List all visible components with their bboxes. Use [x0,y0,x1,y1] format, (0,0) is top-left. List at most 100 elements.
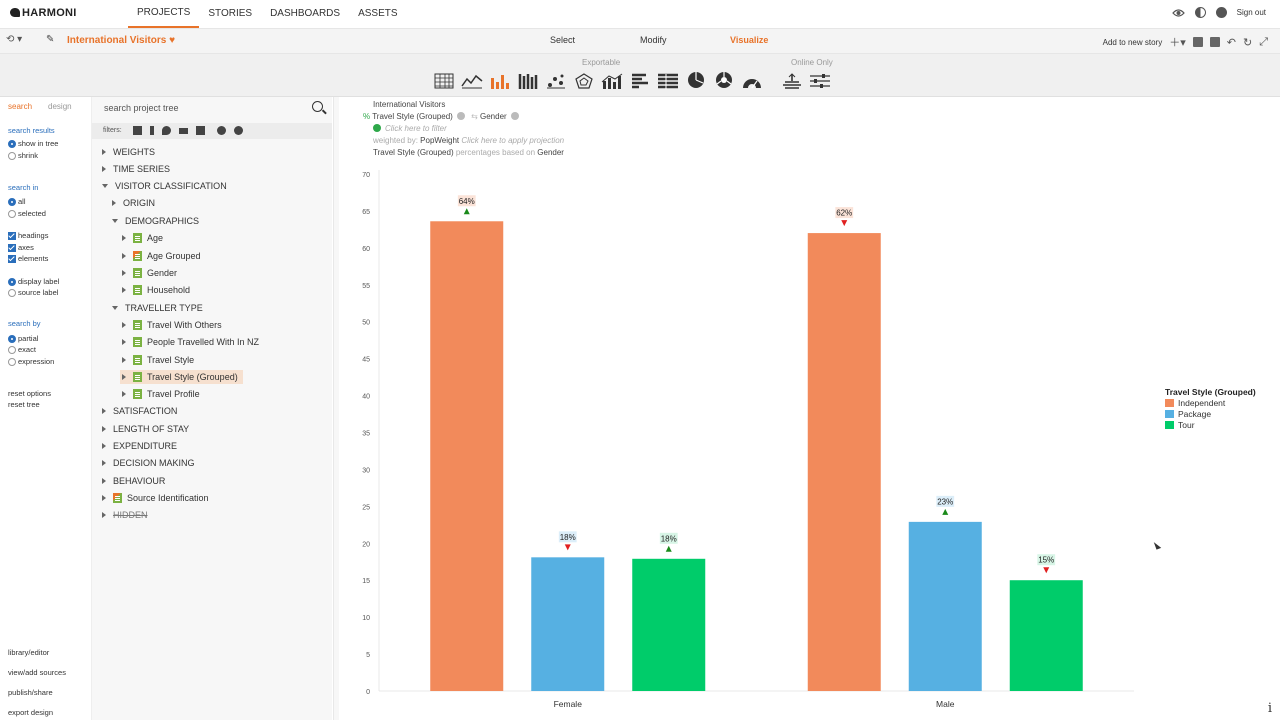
gauge-icon[interactable] [741,71,763,89]
filter-row[interactable]: Click here to filter [373,123,564,135]
horizontal-bar-icon[interactable] [629,71,651,89]
tree-var-source-identification[interactable]: Source Identification [102,491,209,505]
pane-splitter[interactable] [333,97,339,720]
tree-folder-satisfaction[interactable]: SATISFACTION [102,404,177,418]
help-icon[interactable] [1215,7,1227,18]
option-show-in-tree[interactable]: show in tree [8,139,58,148]
legend-item-package[interactable]: Package [1165,408,1256,419]
option-exact[interactable]: exact [8,345,36,354]
legend-item-independent[interactable]: Independent [1165,397,1256,408]
tree-var-travel-with-others[interactable]: Travel With Others [122,318,222,332]
tree-folder-expenditure[interactable]: EXPENDITURE [102,439,177,453]
option-source-label[interactable]: source label [8,288,58,297]
eye-icon[interactable] [1171,8,1185,18]
tree-var-age-grouped[interactable]: Age Grouped [122,249,201,263]
option-shrink[interactable]: shrink [8,151,38,160]
export-excel-icon[interactable] [1192,37,1203,47]
table-icon[interactable] [433,71,455,89]
tree-var-gender[interactable]: Gender [122,266,177,280]
library-editor-link[interactable]: library/editor [8,648,50,657]
scatter-icon[interactable] [545,71,567,89]
eye-filter-icon[interactable] [217,126,226,135]
export-design-link[interactable]: export design [8,708,54,717]
swap-icon[interactable]: ⇆ [471,112,478,121]
remove-row-icon[interactable] [456,112,465,120]
tree-var-people-travelled-with[interactable]: People Travelled With In NZ [122,335,259,349]
legend-item-tour[interactable]: Tour [1165,419,1256,430]
nav-projects[interactable]: PROJECTS [128,0,200,28]
horizontal-stacked-icon[interactable] [657,71,679,89]
option-expression[interactable]: expression [8,357,54,366]
tab-design[interactable]: design [48,102,72,111]
donut-chart-icon[interactable] [713,71,735,89]
filter-sliders-icon[interactable] [809,71,831,89]
option-display-label[interactable]: display label [8,277,59,286]
tree-var-household[interactable]: Household [122,283,190,297]
tree-var-travel-profile[interactable]: Travel Profile [122,387,200,401]
projection-link[interactable]: Click here to apply projection [461,136,565,145]
tree-folder-decision-making[interactable]: DECISION MAKING [102,456,195,470]
reset-options-link[interactable]: reset options [8,389,51,398]
list-filter-icon[interactable] [150,126,154,135]
tree-search-input[interactable]: search project tree [104,103,179,113]
tree-var-travel-style[interactable]: Travel Style [122,353,194,367]
pie-chart-icon[interactable] [685,71,707,89]
column-variable-chip[interactable]: Gender [480,112,507,121]
remove-column-icon[interactable] [510,112,519,120]
grid-filter-icon[interactable] [133,126,142,135]
link-filter-icon[interactable] [179,128,188,134]
combo-chart-icon[interactable] [601,71,623,89]
folder-filter-icon[interactable] [196,126,205,135]
search-icon[interactable] [312,101,323,112]
history-icon[interactable]: ⟲ ▾ [6,34,23,45]
weight-variable[interactable]: PopWeight [420,136,460,145]
bar-chart-icon[interactable] [489,71,511,89]
sort-stack-icon[interactable] [781,71,803,89]
option-headings[interactable]: headings [8,231,48,240]
sign-out-link[interactable]: Sign out [1236,8,1266,17]
radar-icon[interactable] [573,71,595,89]
nav-dashboards[interactable]: DASHBOARDS [270,8,341,19]
tree-folder-behaviour[interactable]: BEHAVIOUR [102,474,165,488]
publish-share-link[interactable]: publish/share [8,688,53,697]
option-partial[interactable]: partial [8,334,38,343]
tree-folder-length-of-stay[interactable]: LENGTH OF STAY [102,422,189,436]
fullscreen-icon[interactable]: ⤢ [1259,35,1268,48]
undo-icon[interactable]: ↶ [1226,36,1236,49]
option-selected[interactable]: selected [8,209,46,218]
contrast-icon[interactable] [1194,7,1206,18]
export-ppt-icon[interactable] [1209,37,1220,47]
tree-folder-demographics[interactable]: DEMOGRAPHICS [112,214,199,228]
view-add-sources-link[interactable]: view/add sources [8,668,66,677]
tree-folder-weights[interactable]: WEIGHTS [102,145,155,159]
add-to-story-link[interactable]: Add to new story [1102,37,1163,47]
pin-filter-icon[interactable] [162,126,171,135]
nav-assets[interactable]: ASSETS [358,8,398,19]
tree-folder-visitor-classification[interactable]: VISITOR CLASSIFICATION [102,179,227,193]
tree-folder-hidden[interactable]: HIDDEN [102,508,148,522]
tree-var-travel-style-grouped[interactable]: Travel Style (Grouped) [120,370,243,384]
option-axes[interactable]: axes [8,243,34,252]
mode-select[interactable]: Select [550,35,576,45]
mode-visualize[interactable]: Visualize [730,35,769,45]
option-all[interactable]: all [8,197,26,206]
reset-tree-link[interactable]: reset tree [8,400,40,409]
info-icon[interactable]: i [1267,701,1272,716]
nav-stories[interactable]: STORIES [208,8,253,19]
eye-off-filter-icon[interactable] [234,126,243,135]
edit-pencil-icon[interactable]: ✎ [46,34,55,45]
tree-var-age[interactable]: Age [122,231,163,245]
tab-search[interactable]: search [8,102,33,111]
stacked-bar-icon[interactable] [517,71,539,89]
mode-modify[interactable]: Modify [640,35,667,45]
story-title[interactable]: International Visitors ♥ [67,35,176,46]
row-variable-chip[interactable]: Travel Style (Grouped) [372,112,453,121]
option-elements[interactable]: elements [8,254,48,263]
plus-dropdown-icon[interactable]: ＋▾ [1169,37,1186,49]
tree-folder-time-series[interactable]: TIME SERIES [102,162,170,176]
line-chart-icon[interactable] [461,71,483,89]
refresh-icon[interactable]: ↻ [1242,36,1253,49]
tree-folder-traveller-type[interactable]: TRAVELLER TYPE [112,301,203,315]
app-logo[interactable]: HARMONI [10,7,77,19]
tree-folder-origin[interactable]: ORIGIN [112,196,155,210]
